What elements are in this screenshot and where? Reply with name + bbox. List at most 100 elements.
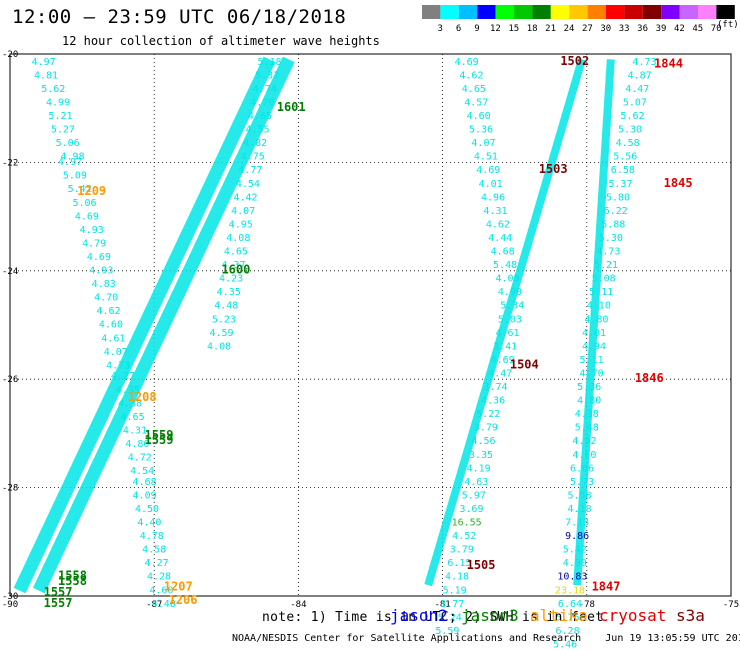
- pass-time-label: 1559: [145, 433, 174, 447]
- wave-height-reading: 4.78: [140, 531, 164, 542]
- legend-swatch: [440, 5, 459, 19]
- satellite-track: [424, 58, 586, 587]
- wave-height-reading: 4.28: [147, 572, 171, 583]
- latitude-tick-label: -24: [2, 267, 18, 277]
- wave-height-reading: 4.35: [217, 287, 241, 298]
- wave-height-reading: 4.52: [452, 531, 476, 542]
- wave-height-reading: 4.48: [214, 301, 238, 312]
- legend-tick-label: 42: [674, 24, 685, 34]
- wave-height-reading: 3.79: [474, 423, 498, 434]
- legend-tick-label: 70: [711, 24, 722, 34]
- legend-tick-label: 6: [456, 24, 461, 34]
- wave-height-reading: 5.42: [563, 545, 587, 556]
- wave-height-reading: 4.97: [32, 57, 56, 68]
- wave-height-reading: 4.69: [491, 355, 515, 366]
- wave-height-reading: 4.57: [464, 97, 488, 108]
- wave-height-reading: 6.15: [447, 558, 471, 569]
- wave-height-reading: 5.46: [553, 639, 577, 650]
- wave-height-reading: 5.18: [258, 57, 282, 68]
- wave-height-reading: 5.19: [443, 585, 467, 596]
- satellite-jason2: jason2: [390, 606, 448, 625]
- wave-height-reading: 5.42: [68, 184, 92, 195]
- wave-height-reading: 4.69: [87, 252, 111, 263]
- wave-height-reading: 4.77: [238, 165, 262, 176]
- wave-height-reading: 5.03: [498, 314, 522, 325]
- wave-height-reading: 4.60: [99, 320, 123, 331]
- wave-height-reading: 4.55: [245, 125, 269, 136]
- wave-height-reading: 4.69: [75, 211, 99, 222]
- map-frame: [9, 53, 732, 597]
- wave-height-reading: 5.37: [608, 179, 632, 190]
- wave-height-reading: 4.51: [474, 152, 498, 163]
- satellite-track: [573, 59, 615, 586]
- wave-height-reading: 5.37: [255, 70, 279, 81]
- latitude-tick-label: -30: [2, 592, 18, 602]
- footer-credit: NOAA/NESDIS Center for Satellite Applica…: [232, 633, 740, 644]
- pass-time-label: 1209: [77, 184, 106, 198]
- wave-height-reading: 4.58: [616, 138, 640, 149]
- wave-height-reading: 4.18: [445, 572, 469, 583]
- wave-height-reading: 4.93: [89, 266, 113, 277]
- wave-height-reading: 4.65: [462, 84, 486, 95]
- satellite-s3a: s3a: [676, 606, 705, 625]
- wave-height-reading: 4.87: [628, 70, 652, 81]
- legend-tick-label: 27: [582, 24, 593, 34]
- longitude-tick-label: -78: [579, 600, 595, 610]
- wave-height-reading: 5.59: [435, 626, 459, 637]
- latitude-tick-label: -28: [2, 484, 18, 494]
- wave-height-reading: 4.27: [111, 371, 135, 382]
- legend-swatch: [495, 5, 514, 19]
- legend-swatch: [550, 5, 570, 19]
- wave-height-reading: 5.80: [606, 192, 630, 203]
- wave-height-reading: 5.36: [469, 125, 493, 136]
- wave-height-reading: 23.18: [555, 585, 585, 596]
- legend-swatch: [698, 5, 717, 19]
- wave-height-reading: 4.07: [104, 347, 128, 358]
- wave-height-reading: 4.80: [577, 396, 601, 407]
- pass-time-label: 1557: [44, 596, 73, 610]
- longitude-tick-label: -84: [290, 600, 306, 610]
- wave-height-reading: 4.37: [221, 260, 245, 271]
- wave-height-reading: 5.62: [620, 111, 644, 122]
- longitude-tick-label: -75: [723, 600, 739, 610]
- pass-time-label: 1504: [510, 357, 539, 371]
- wave-height-reading: 5.88: [601, 219, 625, 230]
- legend-tick-label: 24: [564, 24, 575, 34]
- wave-height-reading: 3.77: [440, 599, 464, 610]
- wave-height-reading: 4.01: [582, 328, 606, 339]
- wave-height-reading: 4.08: [495, 274, 519, 285]
- legend-units-label: (ft): [717, 20, 739, 30]
- wave-height-reading: 4.74: [253, 84, 277, 95]
- legend-swatch: [679, 5, 698, 19]
- legend-tick-label: 9: [474, 24, 479, 34]
- wave-height-reading: 4.54: [130, 466, 154, 477]
- wave-height-reading: 5.06: [56, 138, 80, 149]
- wave-height-reading: 5.11: [580, 355, 604, 366]
- wave-height-reading: 5.22: [476, 409, 500, 420]
- wave-height-reading: 10.83: [557, 572, 587, 583]
- wave-height-reading: 6.66: [570, 463, 594, 474]
- satellite-altika: altika: [530, 606, 588, 625]
- wave-height-reading: 5.24: [438, 612, 462, 623]
- wave-height-reading: 4.07: [471, 138, 495, 149]
- pass-time-label: 1845: [664, 176, 693, 190]
- wave-height-reading: 5.21: [48, 111, 72, 122]
- wave-height-reading: 6.28: [556, 626, 580, 637]
- wave-height-reading: 4.07: [231, 206, 255, 217]
- wave-height-reading: 5.75: [556, 612, 580, 623]
- wave-height-reading: 4.09: [133, 490, 157, 501]
- wave-height-reading: 4.73: [106, 360, 130, 371]
- pass-time-label: 1208: [128, 390, 157, 404]
- wave-height-reading: 7.13: [565, 518, 589, 529]
- legend-swatch: [606, 5, 625, 19]
- wave-height-reading: 16.55: [452, 518, 482, 529]
- wave-height-reading: 3.41: [493, 341, 517, 352]
- wave-height-reading: 4.94: [582, 341, 606, 352]
- longitude-tick-label: -87: [146, 600, 162, 610]
- wave-height-reading: 4.40: [137, 518, 161, 529]
- wave-height-reading: 5.23: [212, 314, 236, 325]
- satellite-cryosat: cryosat: [599, 606, 667, 625]
- map-subtitle: 12 hour collection of altimeter wave hei…: [62, 34, 380, 48]
- wave-height-reading: 5.48: [575, 423, 599, 434]
